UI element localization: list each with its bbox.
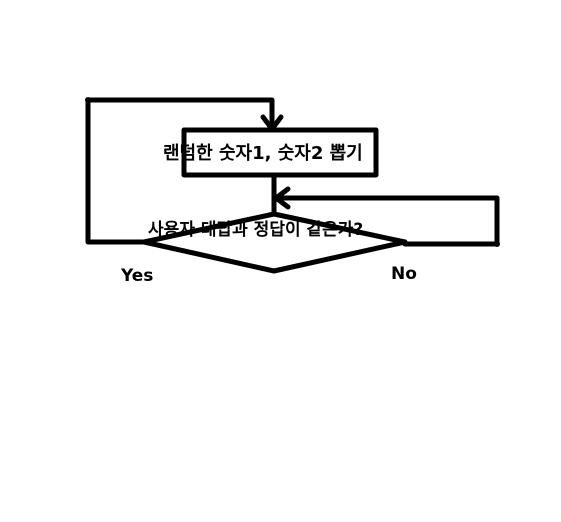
decision-diamond — [141, 211, 408, 274]
no-loop-arrowhead — [273, 186, 291, 210]
yes-branch-label: Yes — [121, 266, 154, 286]
decision-label: 사용자 대답과 정답이 같은가? — [148, 220, 364, 240]
process-box — [181, 127, 379, 178]
yes-loop-arrowhead — [260, 114, 284, 132]
yes-loop-corner-dot — [85, 97, 91, 103]
no-loop-corner-dot — [494, 241, 500, 247]
no-branch-label: No — [391, 264, 417, 284]
no-loop-line — [274, 195, 500, 247]
process-label: 랜덤한 숫자1, 숫자2 뽑기 — [163, 143, 363, 164]
